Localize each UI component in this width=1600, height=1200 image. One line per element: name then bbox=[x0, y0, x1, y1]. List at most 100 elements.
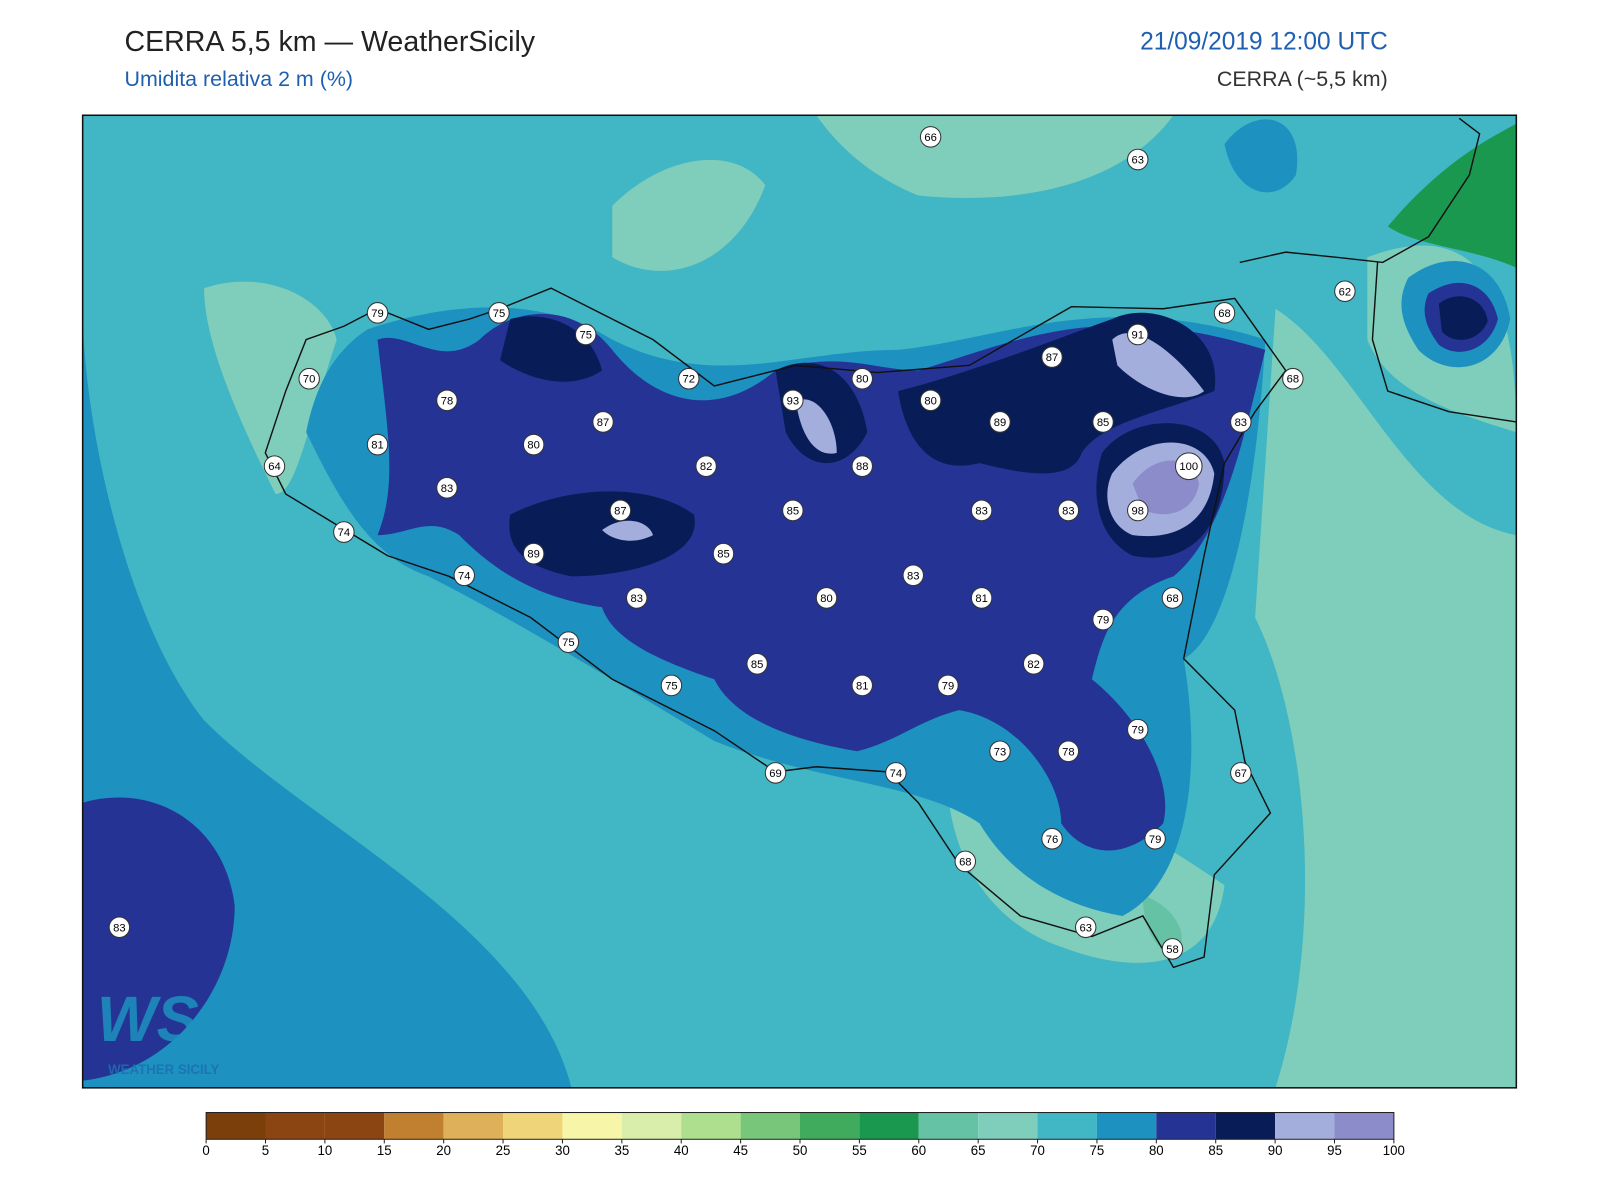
station-marker bbox=[851, 367, 873, 390]
station-marker bbox=[1075, 916, 1097, 939]
humidity-field bbox=[1438, 296, 1488, 340]
colorbar-segment bbox=[1334, 1112, 1394, 1140]
colorbar-tick-label: 20 bbox=[436, 1143, 451, 1158]
station-value: 79 bbox=[1132, 725, 1144, 737]
colorbar-segment bbox=[740, 1112, 800, 1140]
colorbar-tick-label: 45 bbox=[733, 1143, 748, 1158]
station-value: 73 bbox=[994, 746, 1006, 758]
colorbar: 0 5 10 15 20 25 30 35 40 45 50 55 60 65 70 75 80 85 90 95 10… bbox=[202, 1112, 1405, 1158]
station-value: 81 bbox=[856, 680, 868, 692]
station-value: 83 bbox=[1062, 505, 1074, 517]
station-value: 83 bbox=[907, 570, 919, 582]
humidity-field bbox=[816, 115, 1174, 199]
station-value: 80 bbox=[527, 440, 539, 452]
station-value: 82 bbox=[700, 461, 712, 473]
station-value: 70 bbox=[303, 374, 315, 386]
station-marker bbox=[1092, 608, 1114, 631]
station-value: 89 bbox=[527, 549, 539, 561]
station-marker bbox=[764, 762, 787, 784]
station-marker bbox=[522, 433, 545, 456]
station-value: 68 bbox=[1287, 374, 1299, 386]
station-value: 83 bbox=[113, 922, 125, 934]
station-marker bbox=[851, 674, 873, 697]
station-marker bbox=[782, 499, 804, 522]
station-marker bbox=[851, 455, 873, 478]
station-marker bbox=[815, 587, 838, 609]
colorbar-tick-label: 80 bbox=[1149, 1143, 1164, 1158]
station-value: 80 bbox=[820, 593, 832, 605]
station-marker bbox=[902, 564, 924, 587]
title: CERRA 5,5 km — WeatherSicily bbox=[124, 26, 535, 58]
station-marker bbox=[609, 499, 632, 522]
station-marker bbox=[626, 587, 648, 609]
station-value: 80 bbox=[856, 374, 868, 386]
station-value: 81 bbox=[371, 440, 383, 452]
model-label: CERRA (~5,5 km) bbox=[1217, 67, 1388, 91]
colorbar-segment bbox=[918, 1112, 979, 1140]
colorbar-segment bbox=[681, 1112, 741, 1140]
station-value: 78 bbox=[441, 395, 453, 407]
colorbar-tick-label: 30 bbox=[555, 1143, 570, 1158]
station-marker bbox=[575, 323, 597, 346]
station-marker bbox=[919, 126, 942, 148]
station-marker bbox=[1092, 411, 1114, 433]
station-marker bbox=[1282, 367, 1304, 390]
station-value: 67 bbox=[1235, 768, 1247, 780]
station-value: 68 bbox=[1166, 593, 1178, 605]
station-marker bbox=[1213, 302, 1236, 324]
station-value: 98 bbox=[1132, 505, 1144, 517]
station-value: 78 bbox=[1062, 746, 1074, 758]
colorbar-segment bbox=[978, 1112, 1038, 1140]
station-value: 85 bbox=[751, 659, 763, 671]
humidity-field bbox=[1112, 333, 1205, 398]
colorbar-tick-label: 60 bbox=[911, 1143, 926, 1158]
station-marker bbox=[298, 367, 320, 390]
datetime: 21/09/2019 12:00 UTC bbox=[1140, 29, 1388, 56]
station-value: 87 bbox=[597, 417, 609, 429]
station-value: 100 bbox=[1179, 461, 1198, 473]
colorbar-tick-label: 85 bbox=[1208, 1143, 1223, 1158]
station-value: 89 bbox=[994, 417, 1006, 429]
station-marker bbox=[488, 302, 510, 324]
colorbar-segment bbox=[1096, 1112, 1157, 1140]
station-marker bbox=[1022, 653, 1045, 675]
station-marker bbox=[1230, 411, 1252, 433]
station-marker bbox=[436, 477, 458, 499]
humidity-field bbox=[204, 281, 337, 494]
humidity-field bbox=[612, 159, 766, 271]
station-value: 75 bbox=[579, 329, 591, 341]
colorbar-segment bbox=[1215, 1112, 1276, 1140]
station-value: 64 bbox=[268, 461, 280, 473]
colorbar-segment bbox=[1275, 1112, 1335, 1140]
station-marker bbox=[1161, 938, 1184, 960]
station-marker bbox=[660, 674, 683, 697]
map-frame bbox=[81, 114, 1518, 1089]
station-marker bbox=[989, 411, 1011, 433]
station-value: 74 bbox=[890, 768, 902, 780]
station-value: 79 bbox=[1149, 834, 1161, 846]
station-marker bbox=[919, 389, 942, 412]
station-marker bbox=[366, 302, 389, 324]
station-marker bbox=[108, 916, 131, 939]
station-value: 75 bbox=[665, 680, 677, 692]
humidity-field bbox=[1224, 119, 1298, 193]
colorbar-segment bbox=[800, 1112, 860, 1140]
station-marker bbox=[1127, 718, 1149, 741]
colorbar-tick-label: 25 bbox=[496, 1143, 511, 1158]
colorbar-tick-label: 90 bbox=[1268, 1143, 1283, 1158]
station-marker bbox=[557, 631, 580, 654]
colorbar-tick-label: 55 bbox=[852, 1143, 867, 1158]
station-value: 85 bbox=[787, 505, 799, 517]
station-marker bbox=[1334, 280, 1356, 303]
colorbar-tick-label: 100 bbox=[1383, 1143, 1405, 1158]
station-value: 75 bbox=[493, 308, 505, 320]
station-value: 87 bbox=[1046, 352, 1058, 364]
humidity-field bbox=[509, 491, 695, 577]
station-value: 79 bbox=[942, 680, 954, 692]
station-marker bbox=[263, 455, 286, 478]
station-marker bbox=[1161, 587, 1184, 609]
station-value: 75 bbox=[562, 637, 574, 649]
station-value: 69 bbox=[769, 768, 781, 780]
station-marker bbox=[1057, 499, 1080, 522]
station-value: 63 bbox=[1132, 155, 1144, 167]
